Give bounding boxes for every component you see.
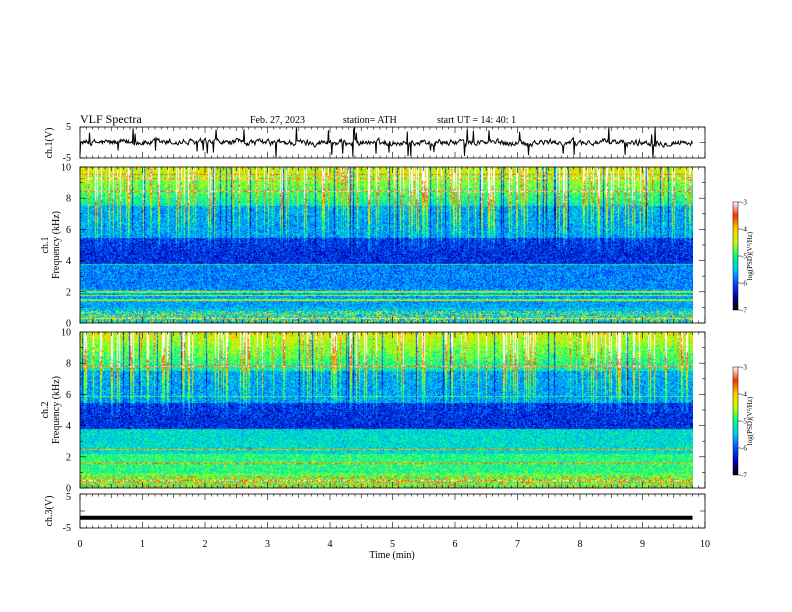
start-ut-label: start UT = 14: 40: 1 — [437, 115, 516, 126]
ch2-spectrogram-ylabel-line2: Frequency (kHz) — [51, 376, 62, 444]
x-tick-label: 10 — [700, 539, 710, 550]
ch2-colorbar-tick-label: -4 — [741, 391, 747, 399]
ch1-ytick-bottom: -5 — [63, 153, 71, 164]
ch1-colorbar-label: log(PSD)(V²/Hz) — [746, 231, 754, 280]
x-tick-label: 2 — [203, 539, 208, 550]
ch1-colorbar — [732, 201, 739, 311]
ch1-ytick-top: 5 — [66, 122, 71, 133]
ch3-voltage-panel: 5 -5 ch.3(V) — [44, 492, 706, 534]
ch1-spectrogram-ytick-label: 6 — [66, 225, 71, 236]
ch1-colorbar-tick-label: -5 — [741, 253, 747, 261]
x-tick-label: 6 — [453, 539, 458, 550]
x-tick-label: 7 — [515, 539, 520, 550]
ch1-voltage-ylabel: ch.1(V) — [44, 128, 55, 159]
ch1-spectrogram-ytick-label: 2 — [66, 287, 71, 298]
ch2-colorbar — [732, 366, 739, 476]
ch1-spectrogram-image — [80, 167, 693, 323]
ch2-colorbar-tick-label: -7 — [741, 472, 747, 480]
x-tick-label: 8 — [578, 539, 583, 550]
ch1-spectrogram-ytick-label: 0 — [66, 319, 71, 330]
ch2-spectrogram-ytick-label: 6 — [66, 390, 71, 401]
time-axis-label: Time (min) — [369, 550, 414, 561]
x-tick-label: 4 — [328, 539, 333, 550]
ch2-colorbar-tick-label: -3 — [741, 364, 747, 372]
ch1-colorbar-tick-label: -3 — [741, 199, 747, 207]
ch3-voltage-ylabel: ch.3(V) — [44, 496, 55, 527]
ch2-spectrogram-ytick-label: 0 — [66, 484, 71, 495]
x-tick-label: 3 — [265, 539, 270, 550]
ch3-ytick-bottom: -5 — [63, 523, 71, 534]
ch2-colorbar-tick-label: -5 — [741, 418, 747, 426]
ch1-colorbar-tick-label: -6 — [741, 280, 747, 288]
x-tick-label: 5 — [390, 539, 395, 550]
ch2-spectrogram-ytick-label: 10 — [61, 328, 71, 339]
ch1-voltage-trace — [79, 126, 693, 158]
x-tick-label: 9 — [640, 539, 645, 550]
ch2-spectrogram-ytick-label: 8 — [66, 359, 71, 370]
ch1-colorbar-tick-label: -4 — [741, 226, 747, 234]
ch1-spectrogram-ylabel-line1: ch.1 — [40, 237, 51, 254]
ch2-colorbar-label: log(PSD)(V²/Hz) — [746, 396, 754, 445]
ch2-spectrogram-ytick-label: 4 — [66, 421, 71, 432]
x-tick-label: 0 — [78, 539, 83, 550]
ch3-ytick-top: 5 — [66, 492, 71, 503]
ch1-spectrogram-ytick-label: 4 — [66, 256, 71, 267]
ch1-colorbar-tick-label: -7 — [741, 307, 747, 315]
ch1-spectrogram-ytick-label: 10 — [61, 163, 71, 174]
ch2-spectrogram-ytick-label: 2 — [66, 452, 71, 463]
ch2-colorbar-tick-label: -6 — [741, 445, 747, 453]
ch2-spectrogram-image — [80, 332, 693, 488]
date-label: Feb. 27, 2023 — [250, 115, 305, 126]
station-label: station= ATH — [343, 115, 397, 126]
x-tick-label: 1 — [140, 539, 145, 550]
ch1-voltage-panel: 5 -5 ch.1(V) — [44, 122, 706, 164]
ch1-spectrogram-ylabel-line2: Frequency (kHz) — [51, 211, 62, 279]
ch1-spectrogram-ytick-label: 8 — [66, 194, 71, 205]
figure-title: VLF Spectra — [80, 112, 142, 126]
time-x-axis: 0 1 2 3 4 5 6 7 8 9 10 — [78, 127, 710, 550]
ch2-spectrogram-ylabel-line1: ch.2 — [40, 402, 51, 419]
